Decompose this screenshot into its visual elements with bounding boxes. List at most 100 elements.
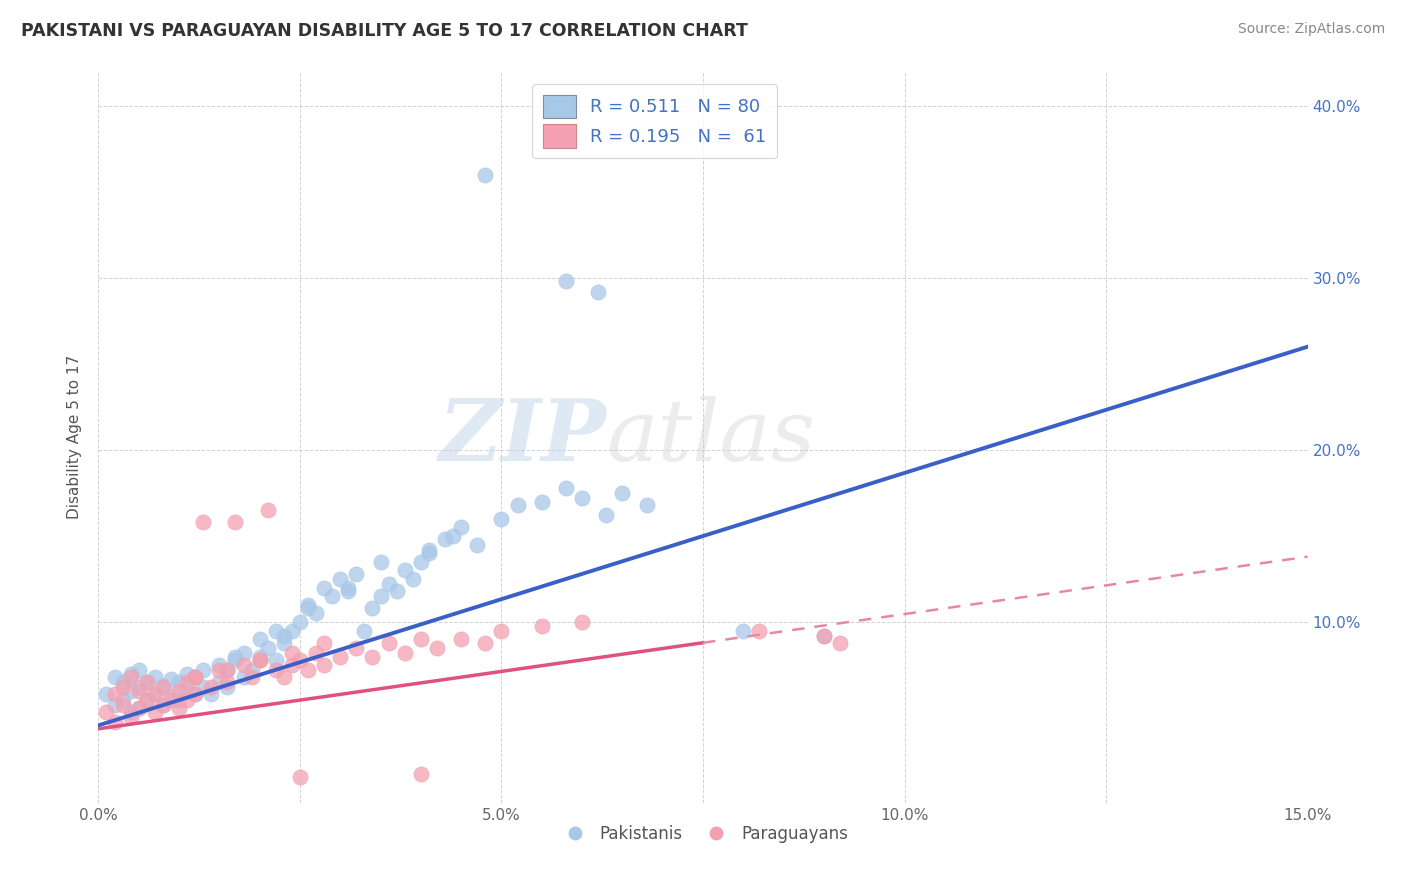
Point — [217, 663, 239, 677]
Point — [370, 589, 392, 603]
Point — [264, 653, 287, 667]
Point — [152, 679, 174, 693]
Point — [828, 636, 851, 650]
Point — [344, 566, 367, 581]
Point — [143, 687, 166, 701]
Point — [337, 584, 360, 599]
Point — [418, 546, 440, 560]
Point — [217, 681, 239, 695]
Point — [184, 670, 207, 684]
Point — [160, 689, 183, 703]
Point — [120, 670, 142, 684]
Point — [370, 555, 392, 569]
Point — [305, 646, 328, 660]
Point — [314, 658, 336, 673]
Point — [184, 687, 207, 701]
Point — [377, 636, 399, 650]
Point — [491, 512, 513, 526]
Point — [208, 663, 231, 677]
Text: PAKISTANI VS PARAGUAYAN DISABILITY AGE 5 TO 17 CORRELATION CHART: PAKISTANI VS PARAGUAYAN DISABILITY AGE 5… — [21, 22, 748, 40]
Point — [329, 572, 352, 586]
Legend: Pakistanis, Paraguayans: Pakistanis, Paraguayans — [551, 818, 855, 849]
Point — [208, 658, 231, 673]
Point — [353, 624, 375, 638]
Point — [232, 658, 254, 673]
Point — [128, 663, 150, 677]
Point — [120, 684, 142, 698]
Point — [297, 601, 319, 615]
Point — [264, 624, 287, 638]
Point — [361, 601, 384, 615]
Point — [217, 675, 239, 690]
Point — [434, 533, 457, 547]
Point — [361, 649, 384, 664]
Point — [465, 538, 488, 552]
Point — [595, 508, 617, 523]
Text: Source: ZipAtlas.com: Source: ZipAtlas.com — [1237, 22, 1385, 37]
Point — [193, 663, 215, 677]
Point — [249, 653, 271, 667]
Point — [167, 692, 190, 706]
Point — [256, 503, 278, 517]
Point — [184, 670, 207, 684]
Point — [135, 692, 157, 706]
Point — [450, 632, 472, 647]
Point — [240, 663, 263, 677]
Point — [813, 629, 835, 643]
Point — [394, 564, 416, 578]
Point — [167, 675, 190, 690]
Point — [474, 636, 496, 650]
Point — [200, 681, 222, 695]
Point — [176, 692, 198, 706]
Point — [571, 615, 593, 629]
Point — [128, 684, 150, 698]
Point — [111, 698, 134, 712]
Point — [297, 663, 319, 677]
Point — [135, 692, 157, 706]
Text: atlas: atlas — [606, 396, 815, 478]
Point — [288, 770, 311, 784]
Point — [530, 494, 553, 508]
Point — [160, 672, 183, 686]
Point — [281, 658, 304, 673]
Point — [103, 687, 125, 701]
Point — [217, 663, 239, 677]
Point — [232, 670, 254, 684]
Point — [813, 629, 835, 643]
Point — [120, 710, 142, 724]
Point — [474, 168, 496, 182]
Text: ZIP: ZIP — [439, 395, 606, 479]
Point — [409, 632, 432, 647]
Point — [103, 714, 125, 729]
Point — [208, 675, 231, 690]
Point — [193, 681, 215, 695]
Point — [571, 491, 593, 505]
Point — [748, 624, 770, 638]
Point — [344, 640, 367, 655]
Point — [128, 681, 150, 695]
Point — [281, 646, 304, 660]
Point — [143, 670, 166, 684]
Point — [224, 649, 246, 664]
Point — [249, 632, 271, 647]
Point — [264, 663, 287, 677]
Point — [491, 624, 513, 638]
Point — [297, 598, 319, 612]
Point — [281, 624, 304, 638]
Point — [321, 589, 343, 603]
Point — [337, 581, 360, 595]
Point — [224, 516, 246, 530]
Point — [152, 698, 174, 712]
Point — [530, 618, 553, 632]
Point — [176, 666, 198, 681]
Point — [555, 274, 578, 288]
Point — [329, 649, 352, 664]
Point — [418, 542, 440, 557]
Point — [256, 640, 278, 655]
Point — [385, 584, 408, 599]
Point — [135, 675, 157, 690]
Point — [184, 687, 207, 701]
Point — [288, 615, 311, 629]
Point — [232, 646, 254, 660]
Point — [450, 520, 472, 534]
